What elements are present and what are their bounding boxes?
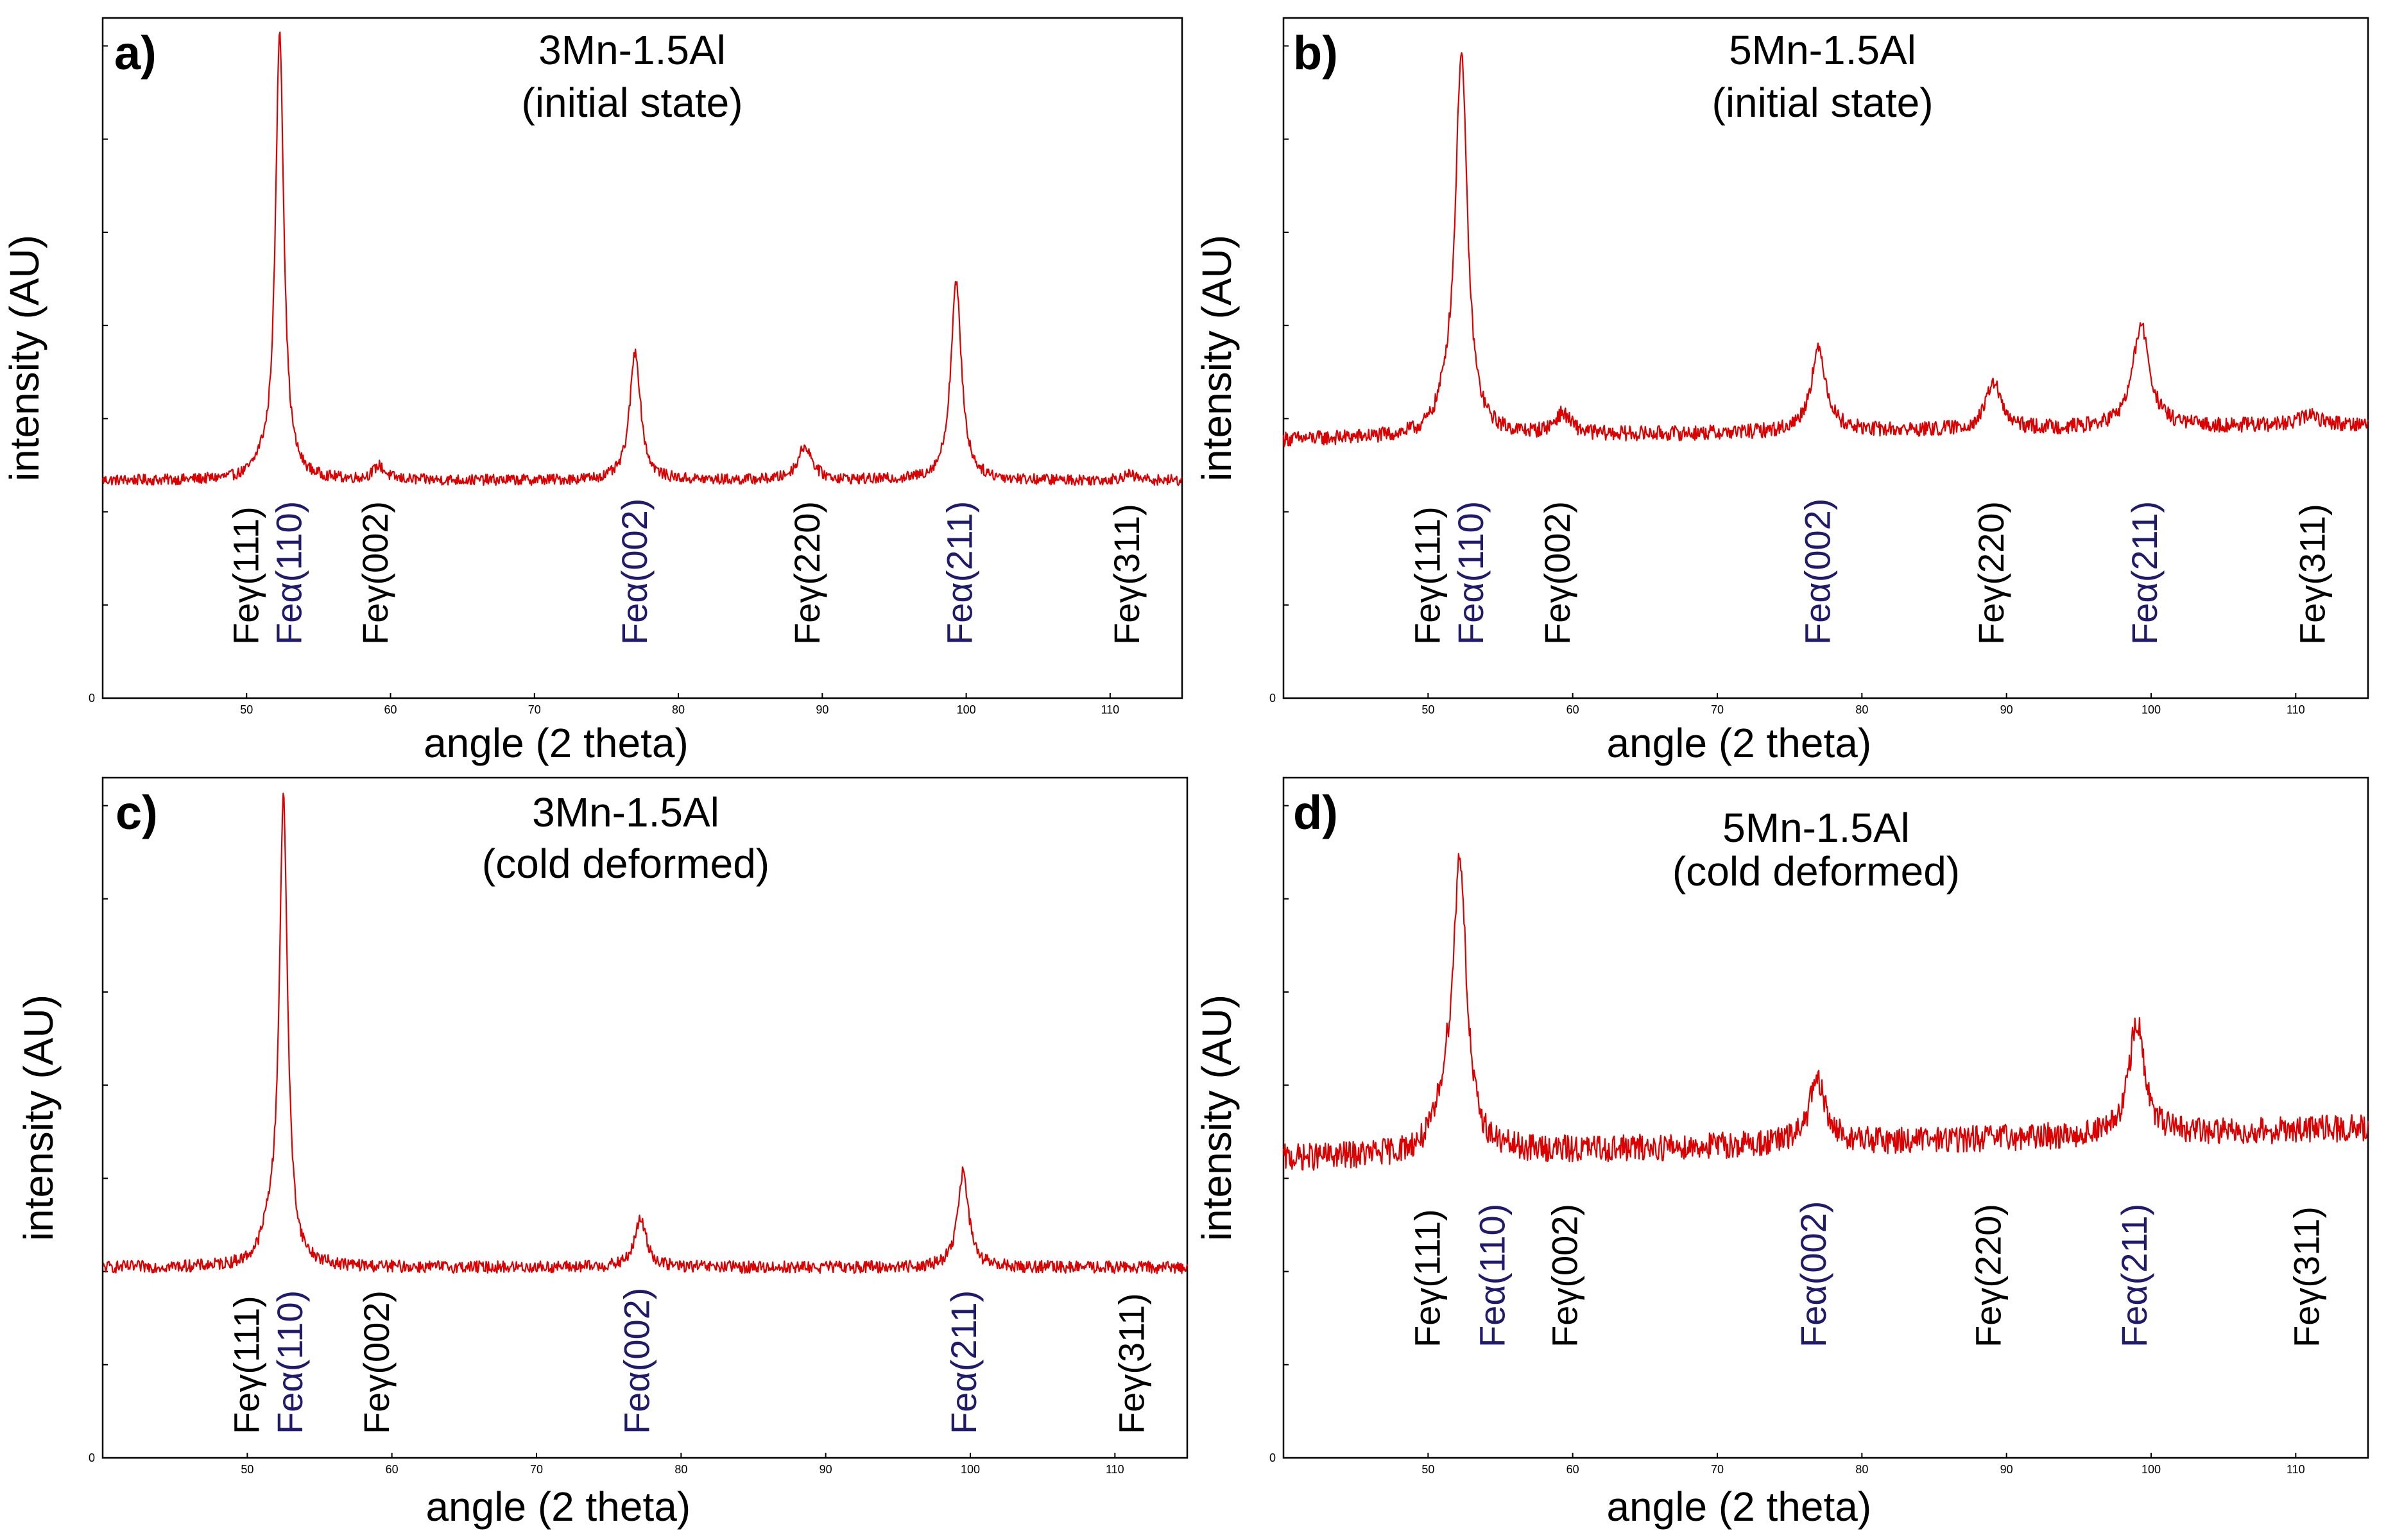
- chart-title-line-1: 5Mn-1.5Al: [1722, 805, 1910, 851]
- peak-label-gamma: Feγ(220): [787, 501, 827, 645]
- x-axis-label: angle (2 theta): [1606, 1484, 1871, 1530]
- x-tick-label: 70: [1711, 1463, 1724, 1476]
- y-tick-label: 0: [89, 692, 95, 705]
- x-tick-label: 60: [1566, 1463, 1579, 1476]
- peak-label-gamma: Feγ(220): [1968, 1204, 2009, 1348]
- peak-label-gamma: Feγ(002): [356, 1290, 397, 1434]
- diffraction-trace: [101, 31, 1183, 486]
- x-tick-label: 70: [530, 1463, 543, 1476]
- plot-frame: [1282, 776, 2369, 1459]
- peak-label-gamma: Feγ(311): [2286, 1206, 2326, 1348]
- peak-label-gamma: Feγ(002): [355, 501, 395, 645]
- chart-title-line-2: (initial state): [522, 80, 743, 126]
- x-tick-label: 60: [1566, 703, 1579, 716]
- panel-letter: b): [1293, 26, 1338, 80]
- y-tick-label: 0: [1269, 692, 1276, 705]
- peak-label-gamma: Feγ(311): [2292, 504, 2332, 645]
- panel-letter: c): [116, 786, 158, 839]
- chart-title-line-1: 3Mn-1.5Al: [538, 27, 726, 73]
- peak-label-alpha: Feα(110): [270, 1290, 310, 1434]
- x-tick-label: 50: [240, 703, 253, 716]
- plot-frame: [101, 17, 1183, 699]
- y-axis-label: intensity (AU): [1194, 995, 1240, 1241]
- peak-label-gamma: Feγ(220): [1971, 501, 2011, 645]
- peak-label-gamma: Feγ(111): [225, 506, 266, 645]
- x-tick-label: 100: [957, 703, 976, 716]
- x-tick-label: 80: [672, 703, 685, 716]
- peak-label-alpha: Feα(110): [1472, 1204, 1513, 1348]
- peak-label-alpha: Feα(002): [1793, 1201, 1833, 1348]
- x-tick-label: 50: [1421, 703, 1434, 716]
- peak-label-gamma: Feγ(311): [1111, 1293, 1151, 1434]
- x-tick-label: 70: [528, 703, 541, 716]
- plot-frame: [1282, 17, 2369, 699]
- peak-label-gamma: Feγ(111): [226, 1296, 266, 1434]
- peak-label-alpha: Feα(211): [943, 1290, 984, 1434]
- chart-title-line-2: (cold deformed): [1672, 848, 1960, 894]
- peak-label-alpha: Feα(110): [269, 501, 309, 645]
- chart-panel-d: 50 60 70 80 90 100 110 0 Feγ(111) Feα(110) Feγ(002…: [1194, 776, 2369, 1530]
- chart-title-line-2: (cold deformed): [482, 841, 769, 887]
- chart-title-line-2: (initial state): [1712, 80, 1934, 126]
- x-tick-label: 110: [2287, 703, 2305, 716]
- panel-letter: d): [1293, 786, 1338, 839]
- peak-label-gamma: Feγ(111): [1407, 1209, 1447, 1348]
- x-tick-label: 70: [1711, 703, 1724, 716]
- peak-label-alpha: Feα(002): [617, 1288, 657, 1434]
- x-tick-label: 110: [1106, 1463, 1124, 1476]
- x-tick-label: 60: [384, 703, 397, 716]
- x-axis-label: angle (2 theta): [424, 720, 689, 766]
- peak-label-gamma: Feγ(002): [1544, 1204, 1584, 1348]
- peak-label-gamma: Feγ(311): [1106, 504, 1147, 645]
- y-axis-label: intensity (AU): [1, 235, 47, 481]
- chart-panel-c: 50 60 70 80 90 100 110 0 Feγ(111) Feα(110) Feγ(002…: [15, 776, 1189, 1530]
- panel-letter: a): [114, 26, 157, 80]
- y-tick-label: 0: [1269, 1451, 1276, 1464]
- peak-label-alpha: Feα(211): [2124, 501, 2165, 645]
- peak-label-gamma: Feγ(111): [1407, 506, 1447, 645]
- plot-frame: [101, 776, 1189, 1459]
- peak-label-alpha: Feα(002): [614, 499, 655, 645]
- chart-panel-a: 50 60 70 80 90 100 110 0 Feγ(111) Feα(110) Feγ(002…: [1, 17, 1183, 766]
- x-tick-label: 60: [386, 1463, 399, 1476]
- peak-label-gamma: Feγ(002): [1537, 501, 1577, 645]
- x-axis-label: angle (2 theta): [425, 1484, 691, 1530]
- peak-label-alpha: Feα(211): [2114, 1204, 2154, 1348]
- x-tick-label: 90: [2000, 1463, 2013, 1476]
- peak-label-alpha: Feα(211): [940, 501, 980, 645]
- y-axis-label: intensity (AU): [15, 995, 62, 1241]
- x-tick-label: 80: [1855, 703, 1868, 716]
- x-tick-label: 100: [2141, 703, 2161, 716]
- chart-title-line-1: 3Mn-1.5Al: [532, 789, 719, 835]
- diffraction-trace: [1282, 52, 2369, 447]
- x-tick-label: 110: [2287, 1463, 2305, 1476]
- x-tick-label: 80: [674, 1463, 687, 1476]
- peak-label-alpha: Feα(002): [1798, 499, 1838, 645]
- chart-panel-b: 50 60 70 80 90 100 110 0 Feγ(111) Feα(110) Feγ(002…: [1194, 17, 2369, 766]
- chart-title-line-1: 5Mn-1.5Al: [1729, 27, 1916, 73]
- x-tick-label: 80: [1855, 1463, 1868, 1476]
- x-tick-label: 50: [241, 1463, 253, 1476]
- x-tick-label: 90: [820, 1463, 832, 1476]
- y-tick-label: 0: [89, 1451, 95, 1464]
- x-tick-label: 50: [1421, 1463, 1434, 1476]
- x-tick-label: 90: [2000, 703, 2013, 716]
- y-axis-label: intensity (AU): [1194, 235, 1240, 481]
- x-tick-label: 110: [1101, 703, 1120, 716]
- x-tick-label: 100: [961, 1463, 980, 1476]
- diffraction-trace: [1282, 853, 2369, 1171]
- diffraction-trace: [102, 792, 1189, 1274]
- x-axis-label: angle (2 theta): [1606, 720, 1871, 766]
- peak-label-alpha: Feα(110): [1450, 501, 1491, 645]
- x-tick-label: 90: [816, 703, 828, 716]
- x-tick-label: 100: [2141, 1463, 2161, 1476]
